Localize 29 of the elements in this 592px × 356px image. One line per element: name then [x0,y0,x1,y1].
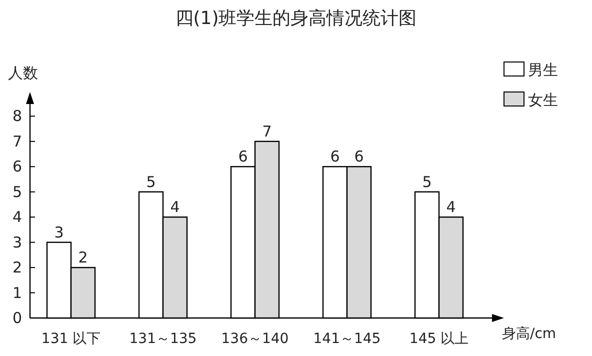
y-tick-label: 6 [12,158,22,176]
y-tick-label: 4 [12,208,22,226]
x-tick-label: 131～135 [129,331,197,347]
y-tick-label: 7 [12,132,22,150]
data-label: 6 [330,148,340,166]
y-tick-label: 8 [12,107,22,126]
y-tick-label: 1 [12,284,22,302]
x-tick-label: 145 以上 [409,331,469,347]
legend-label: 男生 [528,61,558,79]
data-label: 4 [446,198,456,216]
y-tick-label: 2 [12,258,22,277]
x-axis-title: 身高/cm [502,326,556,342]
data-label: 6 [354,148,364,166]
y-axis-title: 人数 [8,64,38,82]
data-label: 5 [422,172,432,191]
x-tick-label: 131 以下 [41,331,101,347]
data-label: 2 [78,248,88,267]
chart-title: 四(1)班学生的身高情况统计图 [175,8,417,29]
legend-label: 女生 [528,91,558,109]
data-label: 6 [238,148,248,166]
y-tick-label: 3 [12,233,22,252]
x-tick-label: 141～145 [313,331,381,347]
data-label: 5 [146,172,156,191]
y-tick-label: 5 [12,182,22,201]
data-label: 4 [170,198,180,216]
data-label: 7 [262,122,272,140]
data-label: 3 [54,223,64,242]
y-tick-label: 0 [12,309,22,327]
x-tick-label: 136～140 [221,331,289,347]
